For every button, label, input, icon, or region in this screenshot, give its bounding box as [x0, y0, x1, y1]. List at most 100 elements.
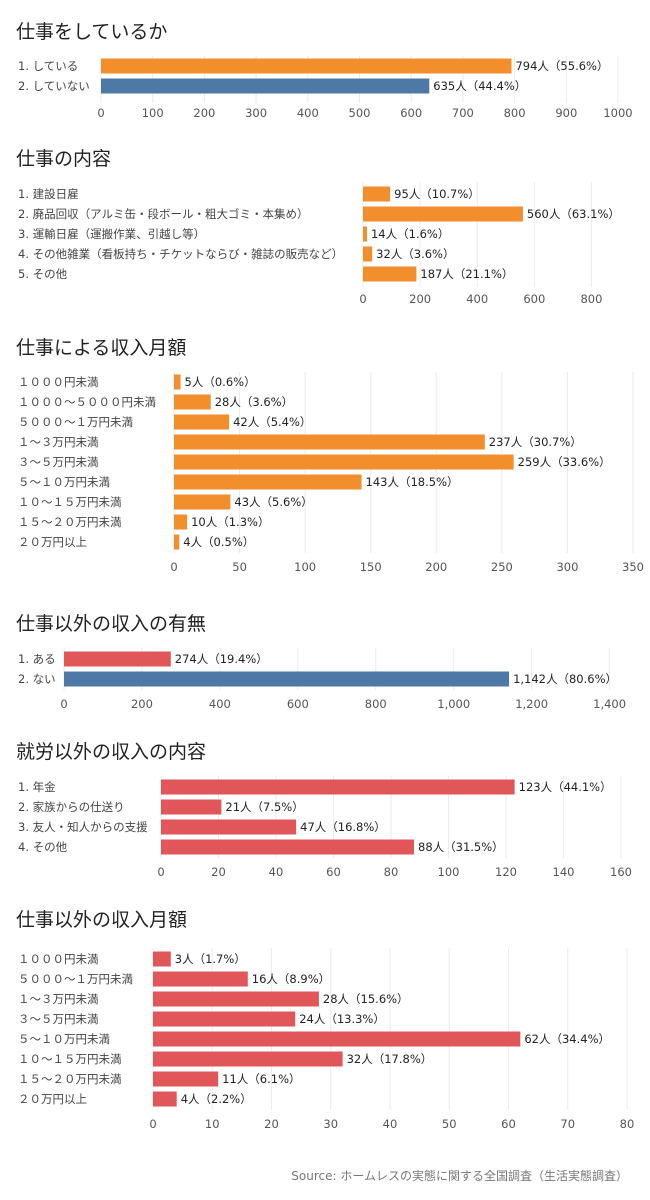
chart-4-bar [64, 651, 171, 667]
chart-3-bar [174, 494, 231, 510]
chart-6-tick-label: 40 [383, 1117, 398, 1131]
chart-3-category-label: １５～２０万円未満 [18, 515, 122, 529]
chart-2-bar [363, 206, 523, 222]
chart-3-category-label: １０００～５０００円未満 [18, 395, 156, 409]
chart-3-bar [174, 374, 181, 390]
chart-1-tick-label: 1000 [603, 106, 632, 120]
chart-6-bar [153, 991, 319, 1007]
chart-1-tick-label: 100 [142, 106, 164, 120]
chart-6-bar [153, 1071, 219, 1087]
chart-3-tick-label: 100 [294, 560, 316, 574]
chart-1-bar [101, 58, 512, 74]
chart-3-data-label: 4人（0.5%） [183, 535, 254, 549]
chart-6-category-label: １～３万円未満 [18, 992, 99, 1006]
chart-6-tick-label: 50 [442, 1117, 457, 1131]
chart-3-tick-label: 150 [360, 560, 382, 574]
chart-5-tick-label: 100 [438, 865, 460, 879]
chart-4-tick-label: 0 [60, 697, 67, 711]
chart-5-tick-label: 140 [553, 865, 575, 879]
chart-1-category-label: 2. していない [18, 79, 90, 93]
chart-5-tick-label: 160 [610, 865, 632, 879]
chart-3-bar [174, 434, 485, 450]
chart-3-data-label: 43人（5.6%） [234, 495, 312, 509]
chart-2-tick-label: 400 [466, 292, 488, 306]
chart-6-tick-label: 70 [560, 1117, 575, 1131]
chart-5-category-label: 4. その他 [18, 840, 68, 854]
chart-4-tick-label: 600 [287, 697, 309, 711]
chart-4-title: 仕事以外の収入の有無 [16, 613, 206, 635]
chart-3-bar [174, 534, 180, 550]
chart-5-bar [161, 819, 297, 835]
chart-6-tick-label: 60 [501, 1117, 516, 1131]
chart-5-category-label: 1. 年金 [18, 780, 56, 794]
chart-5-bar [161, 779, 515, 795]
chart-3-category-label: １０～１５万円未満 [18, 495, 122, 509]
chart-3-data-label: 42人（5.4%） [233, 415, 311, 429]
chart-5-tick-label: 60 [326, 865, 341, 879]
chart-1-data-label: 635人（44.4%） [433, 79, 526, 93]
chart-1-tick-label: 200 [193, 106, 215, 120]
chart-1-tick-label: 500 [349, 106, 371, 120]
source-note: Source: ホームレスの実態に関する全国調査（生活実態調査） [291, 1168, 628, 1183]
chart-2-bar [363, 266, 417, 282]
chart-6-data-label: 4人（2.2%） [181, 1092, 252, 1106]
chart-6-data-label: 32人（17.8%） [347, 1052, 433, 1066]
chart-2-category-label: 2. 廃品回収（アルミ缶・段ボール・粗大ゴミ・本集め） [18, 207, 309, 221]
chart-5-tick-label: 40 [269, 865, 284, 879]
chart-6-category-label: ５０００～１万円未満 [18, 972, 133, 986]
chart-3-tick-label: 250 [491, 560, 513, 574]
chart-3-data-label: 237人（30.7%） [489, 435, 582, 449]
chart-4-category-label: 1. ある [18, 652, 56, 666]
chart-5-data-label: 47人（16.8%） [300, 820, 386, 834]
chart-6-tick-label: 10 [205, 1117, 220, 1131]
chart-4-tick-label: 800 [365, 697, 387, 711]
chart-4-tick-label: 1,000 [437, 697, 470, 711]
chart-6-bar [153, 951, 171, 967]
chart-6-tick-label: 0 [149, 1117, 156, 1131]
chart-6-bar [153, 1031, 521, 1047]
chart-3-category-label: １０００円未満 [18, 375, 99, 389]
chart-1-title: 仕事をしているか [16, 21, 167, 43]
chart-3-tick-label: 200 [425, 560, 447, 574]
chart-3-bar [174, 394, 211, 410]
chart-5-title: 就労以外の収入の内容 [16, 741, 206, 763]
chart-3-tick-label: 0 [170, 560, 177, 574]
chart-2-category-label: 4. その他雑業（看板持ち・チケットならび・雑誌の販売など） [18, 247, 343, 261]
chart-2-data-label: 187人（21.1%） [420, 267, 513, 281]
chart-6-bar [153, 971, 248, 987]
chart-3-title: 仕事による収入月額 [16, 337, 186, 359]
chart-2-category-label: 3. 運輸日雇（運搬作業、引越し等） [18, 227, 205, 241]
chart-3-category-label: ３～５万円未満 [18, 455, 99, 469]
chart-2-data-label: 32人（3.6%） [376, 247, 454, 261]
chart-6-bar [153, 1091, 177, 1107]
chart-6-tick-label: 20 [264, 1117, 279, 1131]
chart-3-data-label: 28人（3.6%） [215, 395, 293, 409]
chart-1-tick-label: 400 [297, 106, 319, 120]
chart-1-tick-label: 0 [97, 106, 104, 120]
chart-2-data-label: 14人（1.6%） [371, 227, 449, 241]
chart-2-data-label: 95人（10.7%） [394, 187, 480, 201]
chart-3-data-label: 5人（0.6%） [185, 375, 256, 389]
chart-3-data-label: 10人（1.3%） [191, 515, 269, 529]
chart-5-tick-label: 20 [211, 865, 226, 879]
chart-6-category-label: ２０万円以上 [18, 1092, 87, 1106]
chart-2-category-label: 1. 建設日雇 [18, 187, 79, 201]
chart-6-title: 仕事以外の収入月額 [16, 909, 187, 931]
chart-2-title: 仕事の内容 [16, 148, 111, 170]
chart-5-data-label: 21人（7.5%） [225, 800, 303, 814]
chart-5-category-label: 3. 友人・知人からの支援 [18, 820, 148, 834]
chart-2-tick-label: 800 [580, 292, 602, 306]
chart-6-category-label: ５～１０万円未満 [18, 1032, 110, 1046]
chart-5-tick-label: 80 [384, 865, 399, 879]
chart-1-category-label: 1. している [18, 59, 78, 73]
chart-5-category-label: 2. 家族からの仕送り [18, 800, 125, 814]
chart-1-bar [101, 78, 430, 94]
chart-6-data-label: 16人（8.9%） [252, 972, 330, 986]
chart-3-category-label: １～３万円未満 [18, 435, 99, 449]
chart-6-data-label: 3人（1.7%） [175, 952, 246, 966]
chart-6-tick-label: 30 [323, 1117, 338, 1131]
chart-3-category-label: ２０万円以上 [18, 535, 87, 549]
chart-3-category-label: ５～１０万円未満 [18, 475, 110, 489]
chart-6-category-label: １０００円未満 [18, 952, 99, 966]
